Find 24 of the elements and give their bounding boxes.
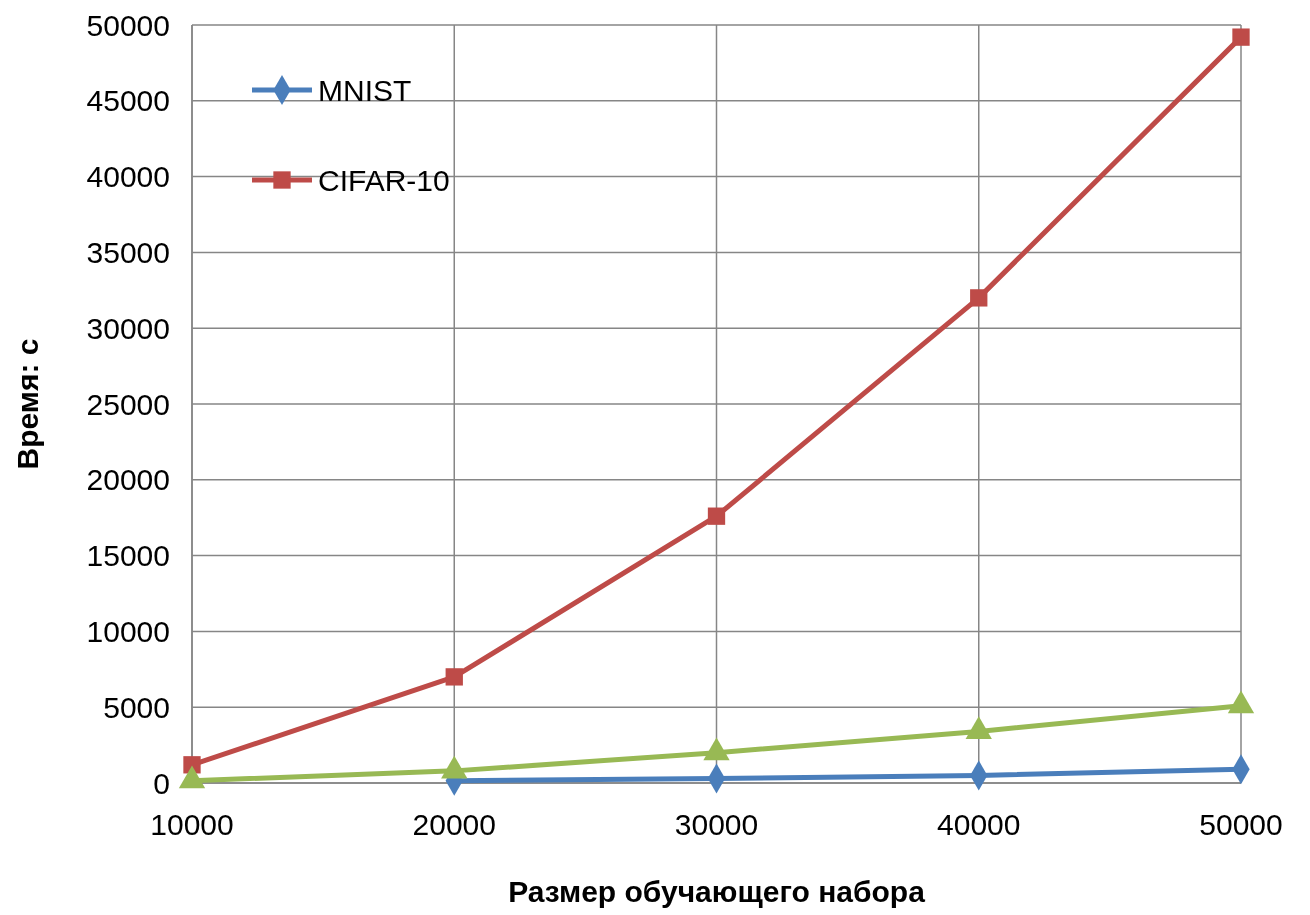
- x-tick-label: 20000: [412, 808, 496, 841]
- y-tick-label: 35000: [86, 235, 170, 269]
- point: [1232, 28, 1250, 46]
- y-axis-title: Время: с: [11, 338, 44, 470]
- legend-label: CIFAR-10: [318, 163, 450, 197]
- y-tick-label: 40000: [86, 160, 170, 194]
- x-tick-label: 30000: [674, 808, 759, 841]
- point: [970, 289, 988, 307]
- x-tick-label: 50000: [1199, 808, 1283, 841]
- y-tick-label: 5000: [103, 690, 170, 724]
- point: [707, 507, 726, 525]
- legend-label: MNIST: [318, 73, 412, 107]
- y-tick-label: 30000: [86, 311, 170, 345]
- y-tick-label: 0: [153, 766, 170, 800]
- y-tick-label: 25000: [86, 387, 170, 421]
- point: [445, 668, 463, 686]
- x-tick-label: 10000: [150, 808, 234, 841]
- x-axis-title: Размер обучающего набора: [508, 875, 926, 908]
- y-tick-label: 45000: [86, 84, 170, 118]
- x-tick-label: 40000: [937, 808, 1021, 841]
- y-tick-label: 10000: [86, 614, 170, 648]
- y-tick-label: 15000: [86, 539, 170, 573]
- y-tick-label: 50000: [86, 8, 170, 42]
- y-tick-label: 20000: [86, 463, 170, 497]
